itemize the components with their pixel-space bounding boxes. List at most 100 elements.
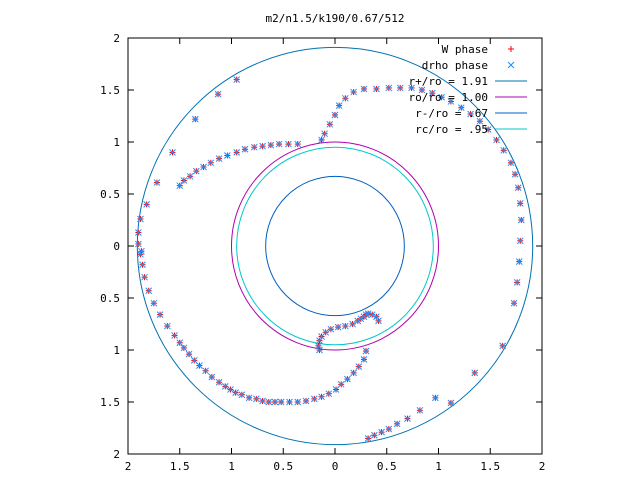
y-tick-label: 1.5 bbox=[100, 84, 120, 97]
reference-circles bbox=[136, 46, 534, 446]
cross-b bbox=[163, 322, 171, 330]
cross-b bbox=[396, 84, 404, 92]
cross-b bbox=[515, 258, 523, 265]
cross-b bbox=[241, 145, 249, 153]
drho-phase-point bbox=[332, 386, 340, 393]
drho-phase-point bbox=[156, 311, 164, 318]
cross-b bbox=[285, 140, 292, 148]
x-tick-label: 1 bbox=[435, 460, 442, 473]
y-tick-label: 1.5 bbox=[100, 396, 120, 409]
cross-b bbox=[322, 328, 330, 336]
x-tick-label: 1.5 bbox=[480, 460, 500, 473]
drho-phase-point bbox=[285, 140, 292, 148]
y-tick-label: 0 bbox=[113, 240, 120, 253]
cross-b bbox=[360, 356, 368, 363]
legend-sample-w-phase bbox=[508, 46, 514, 52]
drho-phase-point bbox=[238, 391, 246, 399]
cross-b bbox=[180, 344, 188, 352]
cross-b bbox=[385, 425, 393, 433]
cross-b bbox=[259, 397, 266, 405]
drho-phase-point bbox=[360, 356, 368, 363]
data-points bbox=[134, 76, 525, 442]
cross-b bbox=[432, 394, 439, 402]
cross-b bbox=[334, 323, 342, 331]
cross-b bbox=[447, 98, 455, 105]
drho-phase-point bbox=[457, 104, 465, 112]
cross-b bbox=[364, 435, 372, 442]
drho-phase-point bbox=[267, 141, 275, 149]
cross-b bbox=[227, 386, 234, 393]
legend-label: ro/ro = 1.00 bbox=[409, 91, 488, 104]
drho-phase-point bbox=[176, 182, 184, 190]
drho-phase-point bbox=[294, 140, 302, 148]
drho-phase-point bbox=[191, 115, 199, 123]
cross-b bbox=[416, 406, 424, 414]
cross-b bbox=[327, 325, 335, 333]
drho-phase-point bbox=[362, 311, 370, 318]
x-tick-label: 0.5 bbox=[377, 460, 397, 473]
drho-phase-point bbox=[362, 347, 370, 355]
cross-b bbox=[196, 362, 203, 369]
cross-b bbox=[368, 311, 376, 318]
drho-phase-point bbox=[318, 136, 325, 144]
cross-b bbox=[245, 394, 253, 402]
cross-b bbox=[350, 369, 357, 377]
cross-b bbox=[294, 398, 302, 406]
drho-phase-point bbox=[408, 84, 415, 92]
cross-b bbox=[207, 159, 215, 167]
cross-b bbox=[476, 117, 484, 125]
chart-title: m2/n1.5/k190/0.67/512 bbox=[265, 12, 404, 25]
drho-phase-point bbox=[134, 240, 142, 248]
cross-b bbox=[360, 85, 368, 93]
drho-phase-point bbox=[416, 406, 424, 414]
cross-b bbox=[134, 240, 142, 248]
drho-phase-point bbox=[499, 342, 507, 350]
y-tick-label: 2 bbox=[113, 448, 120, 461]
drho-phase-point bbox=[335, 102, 343, 109]
drho-phase-point bbox=[368, 311, 376, 318]
cross-b bbox=[141, 273, 148, 281]
cross-b bbox=[315, 342, 322, 350]
cross-b bbox=[457, 104, 465, 112]
cross-b bbox=[238, 391, 246, 399]
drho-phase-point bbox=[310, 395, 318, 403]
drho-phase-point bbox=[378, 428, 385, 436]
cross-b bbox=[510, 299, 518, 307]
cross-b bbox=[233, 76, 241, 83]
cross-b bbox=[265, 398, 273, 406]
cross-b bbox=[364, 310, 372, 317]
drho-phase-point bbox=[327, 325, 335, 333]
drho-phase-point bbox=[265, 398, 273, 406]
cross-b bbox=[145, 287, 153, 295]
drho-phase-point bbox=[370, 431, 378, 439]
drho-phase-point bbox=[385, 425, 393, 433]
drho-phase-point bbox=[355, 363, 363, 370]
drho-phase-point bbox=[331, 111, 339, 119]
cross-b bbox=[286, 398, 293, 406]
drho-phase-point bbox=[176, 339, 184, 347]
drho-phase-point bbox=[349, 320, 356, 328]
reference-circle-2 bbox=[136, 46, 534, 446]
drho-phase-point bbox=[341, 322, 349, 330]
cross-b bbox=[326, 120, 334, 128]
x-tick-label: 0 bbox=[332, 460, 339, 473]
drho-phase-point bbox=[322, 328, 330, 336]
drho-phase-point bbox=[241, 145, 249, 153]
drho-phase-point bbox=[447, 98, 455, 105]
drho-phase-point bbox=[150, 299, 158, 307]
cross-b bbox=[362, 311, 370, 318]
drho-phase-point bbox=[180, 344, 188, 352]
drho-phase-point bbox=[337, 380, 345, 388]
cross-b bbox=[337, 380, 345, 388]
cross-b bbox=[514, 184, 522, 192]
cross-b bbox=[259, 142, 266, 150]
drho-phase-point bbox=[190, 357, 198, 364]
cross-b bbox=[150, 299, 158, 307]
drho-phase-point bbox=[277, 398, 285, 406]
drho-phase-point bbox=[375, 317, 382, 325]
cross-b bbox=[316, 337, 323, 344]
drho-phase-point bbox=[318, 393, 325, 401]
cross-b bbox=[516, 237, 524, 245]
drho-phase-point bbox=[385, 84, 393, 92]
